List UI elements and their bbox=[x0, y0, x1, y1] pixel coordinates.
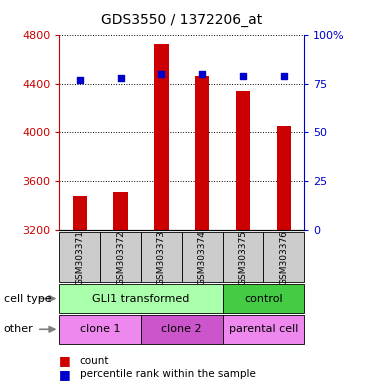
Text: cell type: cell type bbox=[4, 293, 51, 304]
Bar bbox=[154, 45, 168, 230]
Point bbox=[158, 71, 164, 77]
Text: GSM303373: GSM303373 bbox=[157, 230, 166, 285]
Text: percentile rank within the sample: percentile rank within the sample bbox=[80, 369, 256, 379]
Text: control: control bbox=[244, 293, 283, 304]
Text: GDS3550 / 1372206_at: GDS3550 / 1372206_at bbox=[101, 13, 262, 27]
Point bbox=[199, 71, 205, 77]
Bar bbox=[195, 76, 209, 230]
Bar bbox=[182, 232, 223, 282]
Bar bbox=[59, 232, 100, 282]
Bar bbox=[73, 196, 87, 230]
Bar bbox=[277, 126, 291, 230]
Bar bbox=[114, 192, 128, 230]
Text: GLI1 transformed: GLI1 transformed bbox=[92, 293, 190, 304]
Text: parental cell: parental cell bbox=[229, 324, 298, 334]
Text: clone 2: clone 2 bbox=[161, 324, 202, 334]
Bar bbox=[59, 315, 141, 344]
Bar bbox=[59, 284, 223, 313]
Bar bbox=[100, 232, 141, 282]
Point bbox=[118, 74, 124, 81]
Point bbox=[281, 73, 287, 79]
Text: GSM303374: GSM303374 bbox=[198, 230, 207, 285]
Bar bbox=[263, 232, 304, 282]
Text: ■: ■ bbox=[59, 368, 71, 381]
Text: count: count bbox=[80, 356, 109, 366]
Text: clone 1: clone 1 bbox=[80, 324, 121, 334]
Point bbox=[77, 76, 83, 83]
Bar bbox=[236, 91, 250, 230]
Text: ■: ■ bbox=[59, 354, 71, 367]
Bar bbox=[223, 284, 304, 313]
Text: other: other bbox=[4, 324, 33, 334]
Bar bbox=[141, 315, 223, 344]
Text: GSM303375: GSM303375 bbox=[239, 230, 247, 285]
Text: GSM303371: GSM303371 bbox=[75, 230, 84, 285]
Text: GSM303376: GSM303376 bbox=[279, 230, 288, 285]
Bar bbox=[141, 232, 182, 282]
Bar bbox=[223, 315, 304, 344]
Bar bbox=[223, 232, 263, 282]
Text: GSM303372: GSM303372 bbox=[116, 230, 125, 285]
Point bbox=[240, 73, 246, 79]
